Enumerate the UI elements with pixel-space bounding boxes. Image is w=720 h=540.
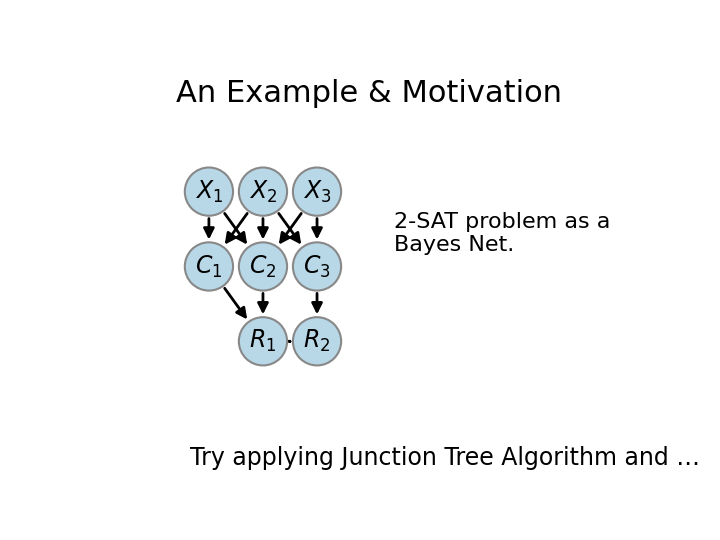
Ellipse shape (293, 242, 341, 291)
Ellipse shape (239, 242, 287, 291)
Text: $X_2$: $X_2$ (249, 179, 277, 205)
Text: 2-SAT problem as a
Bayes Net.: 2-SAT problem as a Bayes Net. (394, 212, 611, 255)
Text: $X_3$: $X_3$ (303, 179, 331, 205)
Ellipse shape (239, 167, 287, 216)
Text: $X_1$: $X_1$ (195, 179, 223, 205)
Text: $R_2$: $R_2$ (303, 328, 330, 354)
Text: $C_2$: $C_2$ (249, 253, 276, 280)
Text: An Example & Motivation: An Example & Motivation (176, 79, 562, 109)
Ellipse shape (293, 317, 341, 366)
Text: $C_1$: $C_1$ (195, 253, 222, 280)
Ellipse shape (239, 317, 287, 366)
Text: Try applying Junction Tree Algorithm and …: Try applying Junction Tree Algorithm and… (190, 446, 701, 470)
Ellipse shape (185, 242, 233, 291)
Ellipse shape (185, 167, 233, 216)
Text: $R_1$: $R_1$ (249, 328, 276, 354)
Ellipse shape (293, 167, 341, 216)
Text: $C_3$: $C_3$ (303, 253, 330, 280)
